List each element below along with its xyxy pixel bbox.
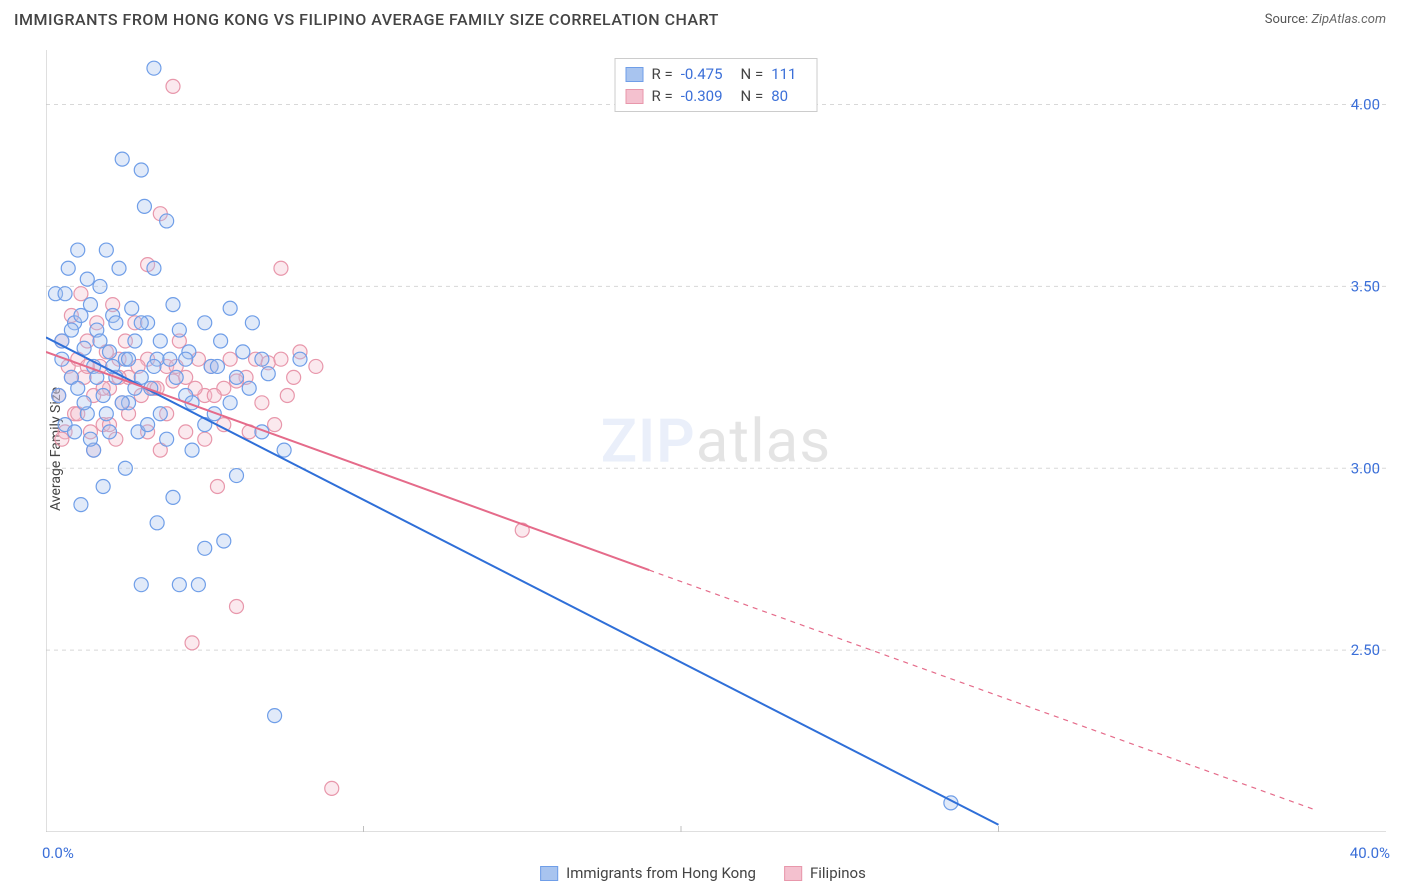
legend-row: R = -0.309 N = 80 [626, 85, 807, 107]
series-name: Filipinos [810, 864, 866, 882]
source-label: Source: [1265, 12, 1308, 27]
svg-text:3.00: 3.00 [1351, 459, 1380, 477]
legend-swatch [784, 866, 802, 881]
series-name: Immigrants from Hong Kong [566, 864, 756, 882]
series-legend-item: Immigrants from Hong Kong [540, 864, 756, 882]
source-attribution: Source: ZipAtlas.com [1265, 12, 1386, 27]
series-legend-item: Filipinos [784, 864, 866, 882]
legend-swatch [540, 866, 558, 881]
chart-header: IMMIGRANTS FROM HONG KONG VS FILIPINO AV… [0, 0, 1406, 35]
x-tick-max: 40.0% [1350, 844, 1390, 862]
n-value: 111 [771, 65, 796, 83]
chart-title: IMMIGRANTS FROM HONG KONG VS FILIPINO AV… [14, 10, 719, 29]
x-tick-min: 0.0% [42, 844, 74, 862]
r-label: R = [652, 87, 673, 105]
chart-area: Average Family Size 2.503.003.504.00 ZIP… [46, 50, 1386, 832]
source-value: ZipAtlas.com [1311, 12, 1386, 27]
correlation-legend: R = -0.475 N = 111 R = -0.309 N = 80 [615, 58, 818, 112]
n-value: 80 [771, 87, 788, 105]
series-legend: Immigrants from Hong Kong Filipinos [540, 864, 866, 882]
svg-text:4.00: 4.00 [1351, 96, 1380, 114]
svg-text:3.50: 3.50 [1351, 277, 1380, 295]
scatter-plot: 2.50 3.00 3.50 4.00 [46, 50, 1386, 832]
r-label: R = [652, 65, 673, 83]
r-value: -0.309 [681, 87, 723, 105]
n-label: N = [741, 87, 764, 105]
legend-row: R = -0.475 N = 111 [626, 63, 807, 85]
svg-text:2.50: 2.50 [1351, 641, 1380, 659]
legend-swatch [626, 89, 644, 104]
n-label: N = [741, 65, 764, 83]
legend-swatch [626, 67, 644, 82]
r-value: -0.475 [681, 65, 723, 83]
